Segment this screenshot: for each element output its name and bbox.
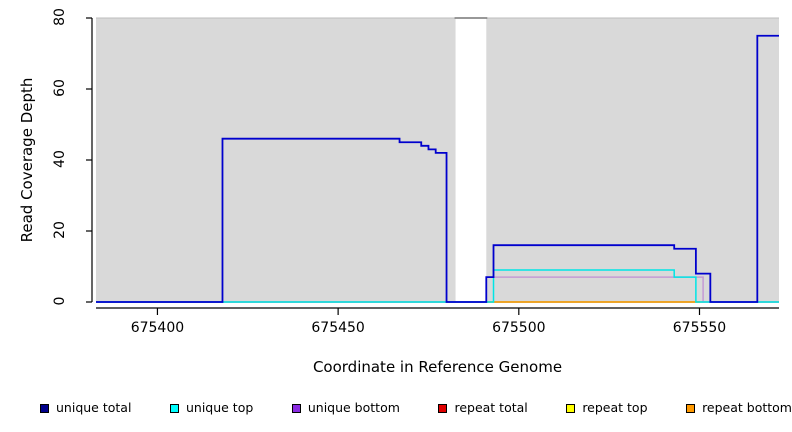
legend-item-repeat-total: repeat total: [438, 399, 528, 415]
legend-label: repeat bottom: [702, 399, 792, 415]
axes: [86, 17, 779, 315]
legend-swatch-icon: [438, 403, 448, 413]
legend-swatch-icon: [566, 403, 576, 413]
legend-label: repeat top: [582, 399, 648, 415]
legend-label: unique top: [185, 399, 254, 415]
legend-item-repeat-top: repeat top: [566, 399, 648, 415]
legend-swatch-icon: [169, 403, 179, 413]
legend-swatch-icon: [291, 403, 301, 413]
legend-item-repeat-bottom: repeat bottom: [686, 399, 792, 415]
legend-label: unique bottom: [307, 399, 400, 415]
legend-label: repeat total: [454, 399, 528, 415]
legend-item-unique-total: unique total: [40, 399, 132, 415]
series-line-unique-total: [96, 34, 779, 303]
series-line-unique-top: [96, 269, 779, 303]
x-tick-label-675450: 675450: [311, 320, 365, 336]
chart-legend: unique total unique top unique bottom repea…: [40, 399, 792, 417]
legend-item-unique-top: unique top: [169, 399, 254, 415]
x-tick-label-675550: 675550: [672, 320, 727, 336]
x-axis-title: Coordinate in Reference Genome: [312, 358, 563, 376]
legend-swatch-icon: [686, 403, 696, 413]
legend-label: unique total: [56, 399, 132, 415]
plot-background: [96, 17, 779, 302]
x-tick-label-675500: 675500: [492, 320, 546, 336]
x-tick-label-675400: 675400: [130, 320, 185, 336]
legend-swatch-icon: [40, 403, 49, 413]
legend-item-unique-bottom: unique bottom: [291, 399, 400, 415]
